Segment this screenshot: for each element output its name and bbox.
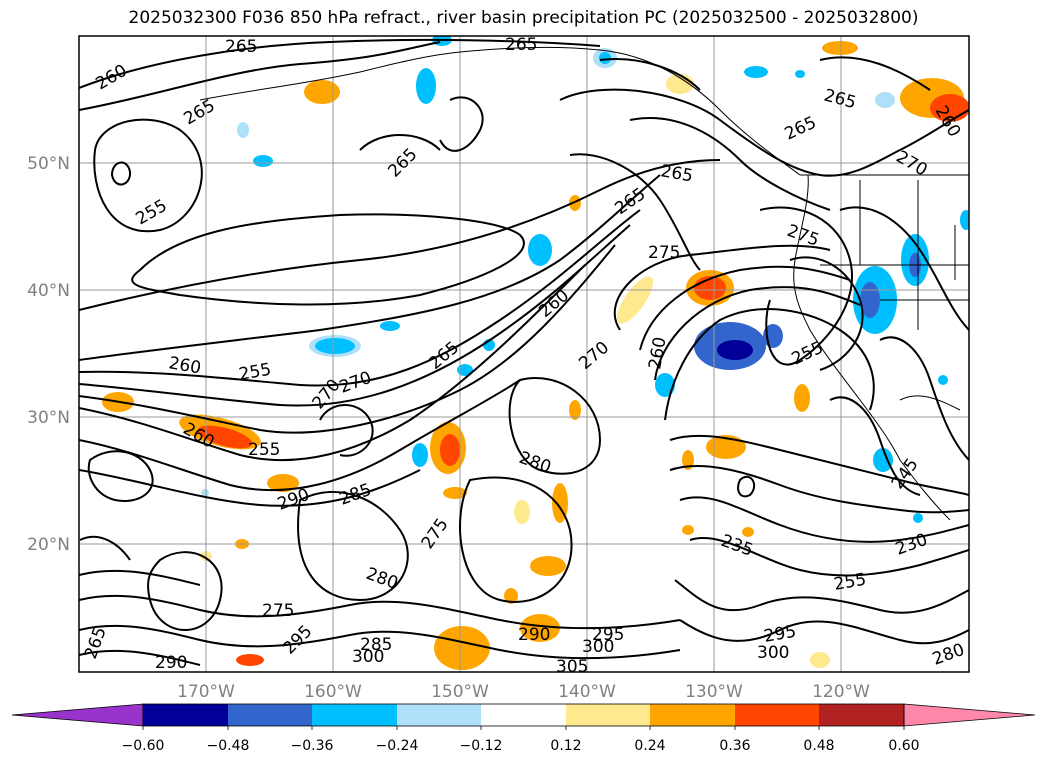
lon-label: 130°W — [685, 682, 743, 702]
colorbar-tick: −0.60 — [122, 738, 165, 754]
colorbar-segment — [397, 704, 481, 726]
longitude-labels: 170°W 160°W 150°W 140°W 130°W 120°W — [177, 682, 870, 702]
map-area — [79, 36, 969, 672]
lon-label: 140°W — [558, 682, 616, 702]
refractivity-contours — [79, 38, 969, 666]
colorbar-segment — [819, 704, 904, 726]
lat-lon-grid — [79, 36, 969, 672]
colorbar-segment — [143, 704, 228, 726]
colorbar-segment — [481, 704, 566, 726]
contour-label: 275 — [262, 601, 294, 621]
map-title: 2025032300 F036 850 hPa refract., river … — [128, 8, 919, 28]
contour-label: 275 — [648, 243, 680, 263]
colorbar-segment — [650, 704, 735, 726]
lon-label: 170°W — [177, 682, 235, 702]
colorbar-tick: 0.12 — [550, 738, 581, 754]
contour-label: 290 — [518, 625, 550, 645]
contour-label: 300 — [757, 643, 789, 663]
colorbar-left-extension — [11, 703, 144, 727]
contour-label: 265 — [225, 37, 257, 57]
lat-label: 30°N — [27, 408, 70, 428]
lon-label: 150°W — [431, 682, 489, 702]
colorbar-segment — [566, 704, 650, 726]
colorbar-segment — [312, 704, 397, 726]
map-frame — [78, 35, 970, 673]
contour-label: 285 — [360, 635, 392, 655]
colorbar-tick: −0.24 — [376, 738, 419, 754]
colorbar-segment — [735, 704, 819, 726]
lon-label: 160°W — [304, 682, 362, 702]
colorbar-tick: −0.48 — [207, 738, 250, 754]
colorbar-tick: 0.60 — [888, 738, 919, 754]
contour-label: 300 — [352, 647, 384, 667]
contour-label: 255 — [248, 440, 280, 460]
contour-label: 300 — [582, 637, 614, 657]
lon-label: 120°W — [812, 682, 870, 702]
colorbar-tick: 0.24 — [634, 738, 665, 754]
lat-label: 40°N — [27, 281, 70, 301]
colorbar-segment — [228, 704, 312, 726]
colorbar-tick: −0.36 — [291, 738, 334, 754]
coastlines — [199, 46, 969, 521]
colorbar-right-extension — [903, 703, 1036, 727]
contour-label: 305 — [556, 657, 588, 677]
lat-label: 20°N — [27, 535, 70, 555]
contour-label: 265 — [505, 35, 537, 55]
latitude-labels: 50°N 40°N 30°N 20°N — [27, 154, 70, 555]
colorbar-tick: 0.36 — [719, 738, 750, 754]
precip-shading — [102, 36, 969, 670]
colorbar: −0.60 −0.48 −0.36 −0.24 −0.12 0.12 0.24 … — [11, 703, 1036, 754]
contour-label: 290 — [155, 653, 187, 673]
colorbar-tick: −0.12 — [460, 738, 503, 754]
lat-label: 50°N — [27, 154, 70, 174]
contour-label: 295 — [592, 625, 624, 645]
colorbar-tick: 0.48 — [803, 738, 834, 754]
